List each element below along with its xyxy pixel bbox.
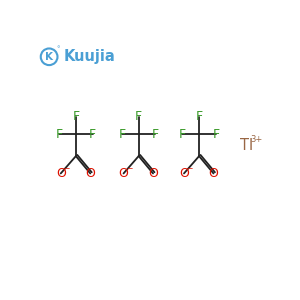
Text: −: − xyxy=(126,164,133,173)
Text: F: F xyxy=(56,128,63,141)
Text: F: F xyxy=(72,110,80,123)
Text: F: F xyxy=(196,110,203,123)
Text: F: F xyxy=(118,128,125,141)
Text: O: O xyxy=(208,167,218,180)
Text: 3+: 3+ xyxy=(250,135,262,144)
Text: O: O xyxy=(118,167,128,180)
Text: Tl: Tl xyxy=(240,138,253,153)
Text: O: O xyxy=(179,167,189,180)
Text: F: F xyxy=(179,128,186,141)
Text: −: − xyxy=(63,164,70,173)
Text: K: K xyxy=(45,52,53,62)
Text: F: F xyxy=(89,128,96,141)
Text: F: F xyxy=(212,128,219,141)
Text: °: ° xyxy=(56,46,60,52)
Text: −: − xyxy=(187,164,193,173)
Text: F: F xyxy=(152,128,159,141)
Text: F: F xyxy=(135,110,142,123)
Text: O: O xyxy=(148,167,158,180)
Text: O: O xyxy=(85,167,95,180)
Text: Kuujia: Kuujia xyxy=(64,49,115,64)
Text: O: O xyxy=(56,167,66,180)
